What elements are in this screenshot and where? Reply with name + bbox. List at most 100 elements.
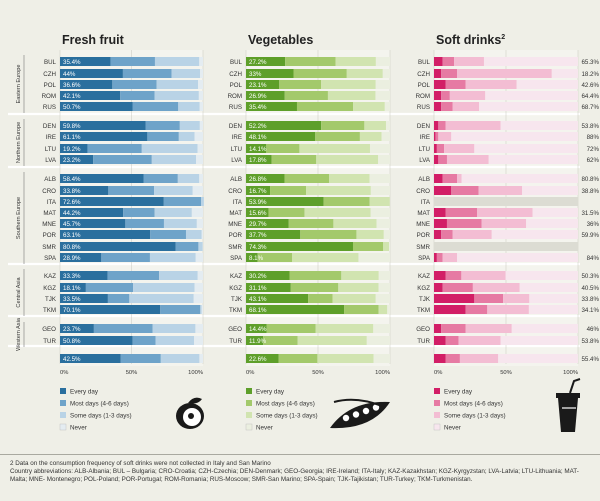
bar-segment-some	[452, 230, 492, 239]
bar-segment-every	[434, 230, 442, 239]
bar-segment-most	[132, 102, 179, 111]
pea-stem	[333, 398, 383, 407]
bar-segment-most	[284, 91, 328, 100]
bar-segment-most	[120, 91, 155, 100]
bar-segment-every	[246, 57, 286, 66]
country-label: MAT	[417, 210, 430, 217]
data-label: 72.6%	[63, 199, 81, 206]
data-label: 70.1%	[63, 307, 81, 314]
data-label: 64.4%	[581, 93, 599, 100]
bar-segment-every	[60, 219, 126, 228]
x-tick-label: 0%	[434, 370, 442, 376]
country-label: RUS	[229, 104, 242, 111]
bar-segment-every	[434, 144, 437, 153]
legend-label: Some days (1-3 days)	[70, 413, 132, 420]
bar-segment-some	[154, 57, 200, 66]
data-label: 80.8%	[63, 244, 81, 251]
country-label: CZH	[229, 71, 242, 78]
country-label: LTU	[45, 146, 56, 153]
region-label-2: Southern Europe	[16, 197, 22, 239]
bar-segment-never	[366, 336, 390, 345]
bar-segment-most	[344, 305, 379, 314]
bar-segment-every	[60, 102, 133, 111]
bar-segment-some	[200, 305, 202, 314]
bar-segment-never	[375, 294, 390, 303]
country-label: TKM	[43, 307, 56, 314]
bar-segment-never	[198, 91, 203, 100]
country-label: KGZ	[417, 285, 430, 292]
apple-leaf	[188, 397, 202, 404]
bar-segment-most	[110, 57, 155, 66]
data-label: 18.1%	[63, 285, 81, 292]
bar-segment-never	[529, 294, 578, 303]
bar-segment-most	[321, 121, 365, 130]
bar-segment-every	[246, 253, 258, 262]
bar-segment-most	[296, 102, 354, 111]
legend-label: Every day	[70, 389, 99, 396]
bar-segment-never	[191, 208, 203, 217]
data-label: 53.8%	[581, 338, 599, 345]
country-label: MAT	[43, 210, 56, 217]
bar-segment-never	[479, 102, 578, 111]
bar-segment-most	[451, 186, 479, 195]
bar-segment-most	[145, 121, 180, 130]
bar-segment-some	[478, 186, 523, 195]
bar-segment-some	[156, 80, 199, 89]
country-label: KAZ	[44, 273, 56, 280]
bar-segment-some	[458, 336, 501, 345]
bar-segment-every	[60, 80, 113, 89]
country-label: KAZ	[230, 273, 242, 280]
bar-segment-most	[446, 219, 482, 228]
bar-segment-most	[435, 132, 439, 141]
data-label: 28.9%	[63, 255, 81, 262]
bar-segment-some	[151, 155, 197, 164]
bar-segment-every	[60, 283, 86, 292]
bar-segment-some	[446, 155, 489, 164]
bar-segment-every	[434, 208, 446, 217]
bar-segment-never	[194, 283, 203, 292]
bar-segment-every	[246, 144, 267, 153]
country-label: SPA	[418, 255, 431, 262]
legend-swatch	[60, 412, 66, 418]
panel-title-fruit: Fresh fruit	[62, 33, 125, 47]
data-label: 26.8%	[249, 176, 267, 183]
bar-segment-every	[434, 336, 446, 345]
legend-label: Never	[70, 425, 87, 432]
bar-segment-most	[285, 57, 336, 66]
country-label: BUL	[44, 59, 57, 66]
bar-segment-every	[246, 230, 301, 239]
data-label: 72%	[587, 146, 600, 153]
bar-segment-most	[122, 69, 172, 78]
bar-segment-every	[246, 324, 267, 333]
bar-segment-most	[257, 253, 293, 262]
bar-segment-every	[246, 283, 291, 292]
country-label: KGZ	[43, 285, 56, 292]
legend-label: Never	[444, 425, 461, 432]
bar-segment-never	[500, 121, 578, 130]
legend-label: Most days (4-6 days)	[256, 401, 315, 408]
bar-segment-every	[246, 294, 309, 303]
bar-segment-never	[199, 354, 203, 363]
country-label: ITA	[47, 199, 57, 206]
data-label: 8.1%	[249, 255, 264, 262]
bar-segment-most	[123, 208, 155, 217]
apple-core	[188, 413, 194, 419]
bar-segment-some	[472, 283, 520, 292]
bar-segment-every	[60, 174, 144, 183]
legend-swatch	[245, 423, 253, 431]
bar-segment-most	[107, 271, 160, 280]
country-label: GEO	[416, 326, 430, 333]
bar-segment-never	[491, 230, 578, 239]
country-label: ALB	[44, 176, 56, 183]
data-label: 44%	[63, 71, 76, 78]
data-label: 84%	[587, 255, 600, 262]
bar-segment-never	[378, 271, 390, 280]
x-tick-label: 50%	[126, 370, 138, 376]
bar-segment-never	[387, 305, 390, 314]
bar-segment-never	[198, 80, 203, 89]
legend-swatch	[60, 388, 66, 394]
bar-segment-most	[120, 354, 161, 363]
bar-segment-never	[370, 208, 390, 217]
bar-segment-every	[60, 144, 88, 153]
